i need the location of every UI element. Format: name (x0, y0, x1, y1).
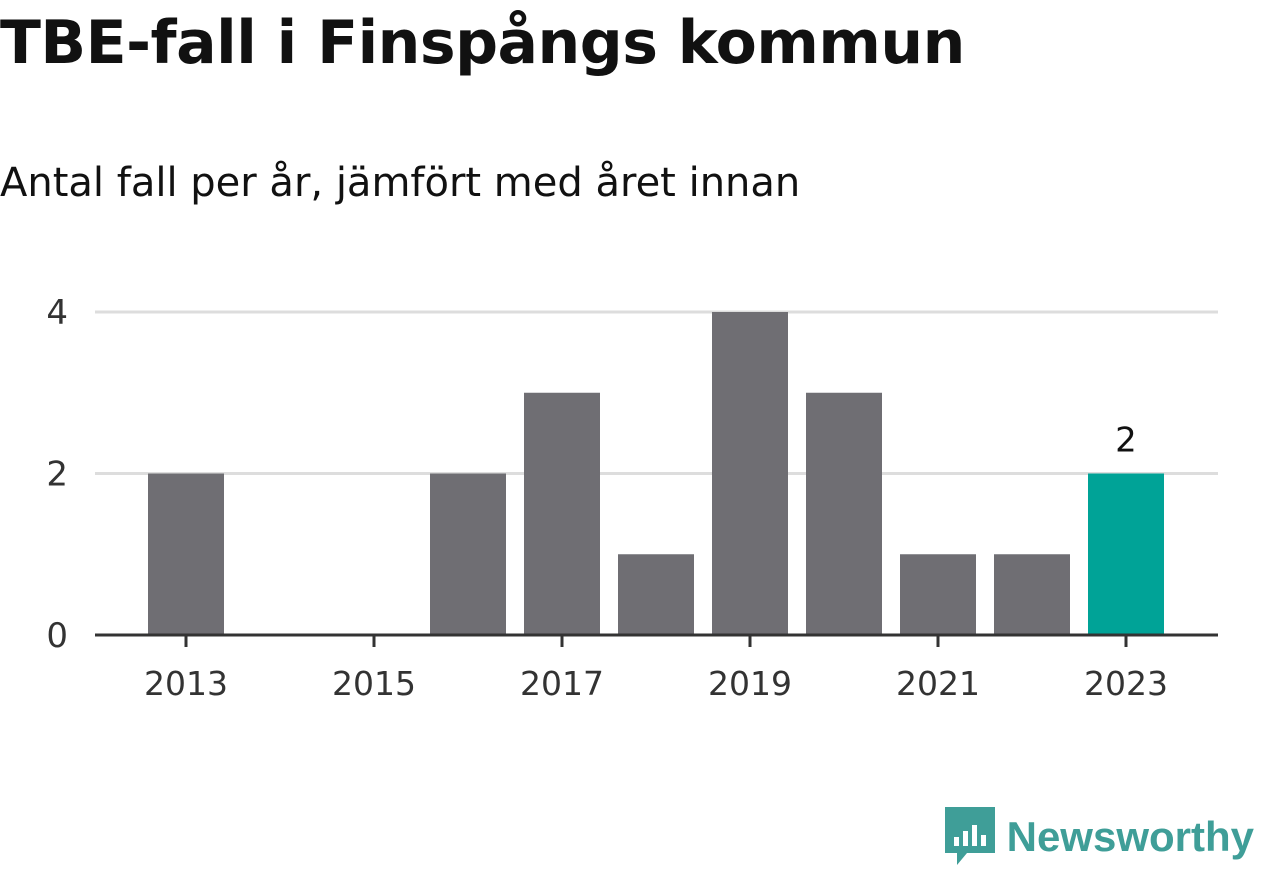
bar (1088, 473, 1164, 635)
bar (430, 473, 506, 635)
bar (712, 312, 788, 635)
bar (806, 392, 882, 635)
x-tick-label: 2015 (332, 664, 416, 703)
bar (618, 554, 694, 635)
x-tick-label: 2021 (896, 664, 980, 703)
bar (524, 392, 600, 635)
data-label: 2 (1115, 421, 1137, 461)
y-tick-label: 0 (46, 616, 68, 656)
x-tick-label: 2017 (520, 664, 604, 703)
y-tick-label: 4 (46, 293, 68, 333)
bar (994, 554, 1070, 635)
chart-title: TBE-fall i Finspångs kommun (0, 8, 965, 78)
bar (900, 554, 976, 635)
newsworthy-logo-icon (944, 807, 995, 865)
x-tick-label: 2019 (708, 664, 792, 703)
x-tick-label: 2023 (1084, 664, 1168, 703)
bar (148, 473, 224, 635)
chart-subtitle: Antal fall per år, jämfört med året inna… (0, 160, 801, 206)
brand-name: Newsworthy (1006, 813, 1254, 860)
y-tick-label: 2 (46, 455, 68, 495)
x-tick-label: 2013 (144, 664, 228, 703)
brand-footer: Newsworthy (944, 807, 1254, 867)
